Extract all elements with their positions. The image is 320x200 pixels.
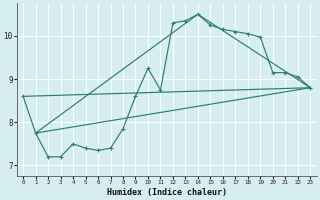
X-axis label: Humidex (Indice chaleur): Humidex (Indice chaleur) <box>107 188 227 197</box>
